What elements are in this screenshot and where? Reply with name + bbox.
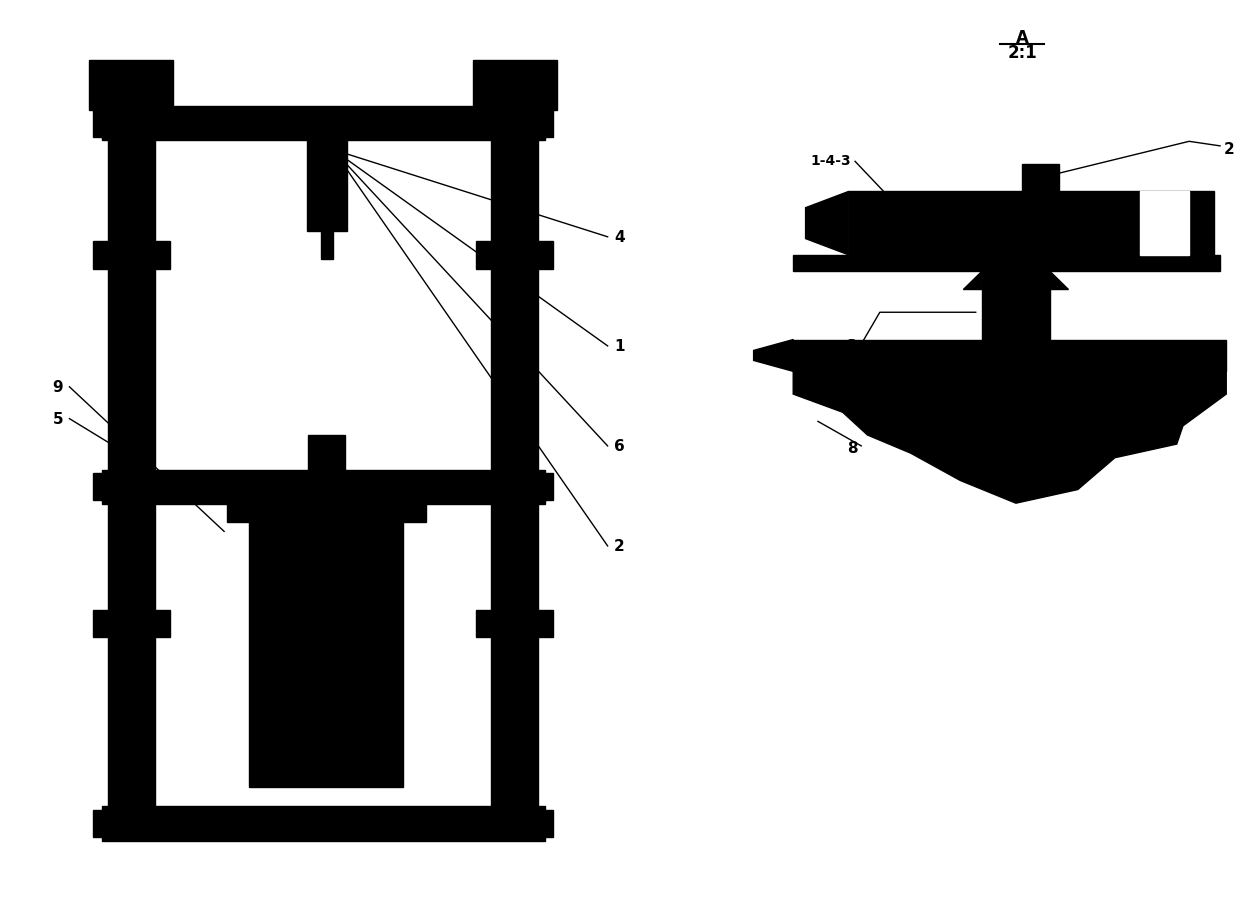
Polygon shape [794,372,1226,504]
Bar [249,505,403,787]
Polygon shape [963,272,982,291]
Bar [476,609,553,637]
Bar [227,505,249,523]
Bar [1022,165,1059,192]
Polygon shape [1050,272,1069,291]
Bar [476,474,553,501]
Bar [102,806,544,841]
Bar [93,242,170,270]
Bar [93,110,170,138]
Bar [476,810,553,837]
Text: 9: 9 [52,380,63,394]
Bar [321,232,334,260]
Bar [102,107,544,141]
Bar [93,474,170,501]
Bar [309,435,345,470]
Text: 6: 6 [614,439,625,454]
Text: 4: 4 [614,230,625,245]
Bar [849,192,1214,256]
Text: 2: 2 [1224,142,1235,157]
Bar [476,242,553,270]
Bar [89,61,174,111]
Text: A: A [1016,29,1028,46]
Text: 2: 2 [614,538,625,554]
Text: 1: 1 [614,339,624,354]
Polygon shape [806,192,849,256]
Bar [1140,192,1189,256]
Bar [794,256,1220,272]
Bar [108,124,155,824]
Text: 1-4-3: 1-4-3 [811,154,852,169]
Polygon shape [754,340,794,372]
Bar [491,124,538,824]
Bar [308,141,346,232]
Bar [93,810,170,837]
Text: A: A [334,450,342,463]
Text: 2:1: 2:1 [1007,44,1037,62]
Bar [93,609,170,637]
Bar [403,505,425,523]
Bar [982,272,1050,340]
Text: 3: 3 [847,339,858,354]
Text: 8: 8 [847,441,858,456]
Bar [476,110,553,138]
Text: 7: 7 [847,391,858,405]
Bar [794,340,1226,372]
Bar [102,470,544,505]
Bar [472,61,557,111]
Text: 5: 5 [52,412,63,426]
